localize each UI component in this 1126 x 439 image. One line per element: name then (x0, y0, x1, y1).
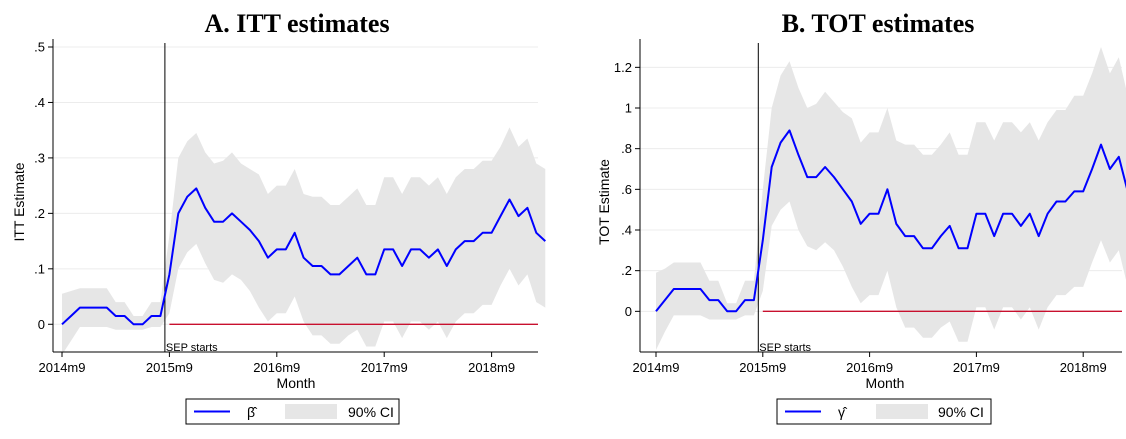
x-tick-label: 2018m9 (468, 360, 515, 375)
y-axis-title: ITT Estimate (11, 162, 27, 241)
y-tick-label: .6 (621, 182, 632, 197)
x-tick-label: 2014m9 (39, 360, 86, 375)
x-tick-label: 2015m9 (739, 360, 786, 375)
legend-band-swatch (876, 404, 928, 419)
y-tick-label: .2 (34, 206, 45, 221)
x-axis-title: Month (277, 375, 316, 391)
panel-itt: A. ITT estimates 0 .1 .2 .3 .4 .5 2014m9 2015m… (11, 9, 546, 425)
series-line (655, 129, 1126, 313)
event-label: SEP starts (759, 342, 811, 354)
x-tick-label: 2017m9 (953, 360, 1000, 375)
y-axis-title: TOT Estimate (596, 159, 612, 245)
legend-series-label: β̂ (247, 404, 258, 420)
y-tick-label: 0 (38, 317, 45, 332)
panel-title: B. TOT estimates (782, 9, 975, 38)
panel-title: A. ITT estimates (204, 9, 389, 38)
x-tick-label: 2018m9 (1060, 360, 1107, 375)
y-tick-label: .5 (34, 40, 45, 55)
estimate-line (61, 187, 546, 326)
legend-series-label: γ̂ (838, 404, 848, 420)
y-tick-label: 1.2 (614, 60, 632, 75)
x-tick-label: 2016m9 (253, 360, 300, 375)
legend-band-label: 90% CI (938, 404, 984, 420)
axes (639, 39, 1122, 353)
ci-band (656, 47, 1126, 350)
legend-band-swatch (285, 404, 337, 419)
ci-band-area (656, 47, 1126, 350)
y-tick-label: 1 (625, 101, 632, 116)
axes (52, 39, 538, 353)
series-line (61, 187, 546, 326)
y-tick-labels: 0 .1 .2 .3 .4 .5 (34, 40, 53, 332)
legend: γ̂ 90% CI (776, 398, 992, 425)
panel-tot: B. TOT estimates 0.2.4.6.811.2 2014m9 201… (596, 9, 1126, 425)
y-tick-label: .2 (621, 263, 632, 278)
event-label: SEP starts (166, 342, 218, 354)
ci-band (62, 127, 546, 355)
x-tick-label: 2016m9 (846, 360, 893, 375)
legend-band-label: 90% CI (348, 404, 394, 420)
y-tick-label: .3 (34, 150, 45, 165)
y-tick-label: .1 (34, 261, 45, 276)
ci-band-area (62, 127, 546, 355)
y-tick-label: .4 (34, 95, 45, 110)
x-axis-title: Month (866, 375, 905, 391)
x-tick-label: 2017m9 (361, 360, 408, 375)
y-tick-label: .4 (621, 223, 632, 238)
y-tick-labels: 0 .2 .4 .6 .8 1 1.2 (614, 60, 640, 319)
estimate-line (655, 129, 1126, 313)
y-tick-label: 0 (625, 304, 632, 319)
x-tick-label: 2014m9 (633, 360, 680, 375)
y-tick-label: .8 (621, 141, 632, 156)
x-tick-labels: 2014m9 2015m9 2016m9 2017m9 2018m9 (633, 352, 1107, 375)
legend: β̂ 90% CI (185, 398, 400, 425)
x-tick-labels: 2014m9 2015m9 2016m9 2017m9 2018m9 (39, 352, 515, 375)
x-tick-label: 2015m9 (146, 360, 193, 375)
